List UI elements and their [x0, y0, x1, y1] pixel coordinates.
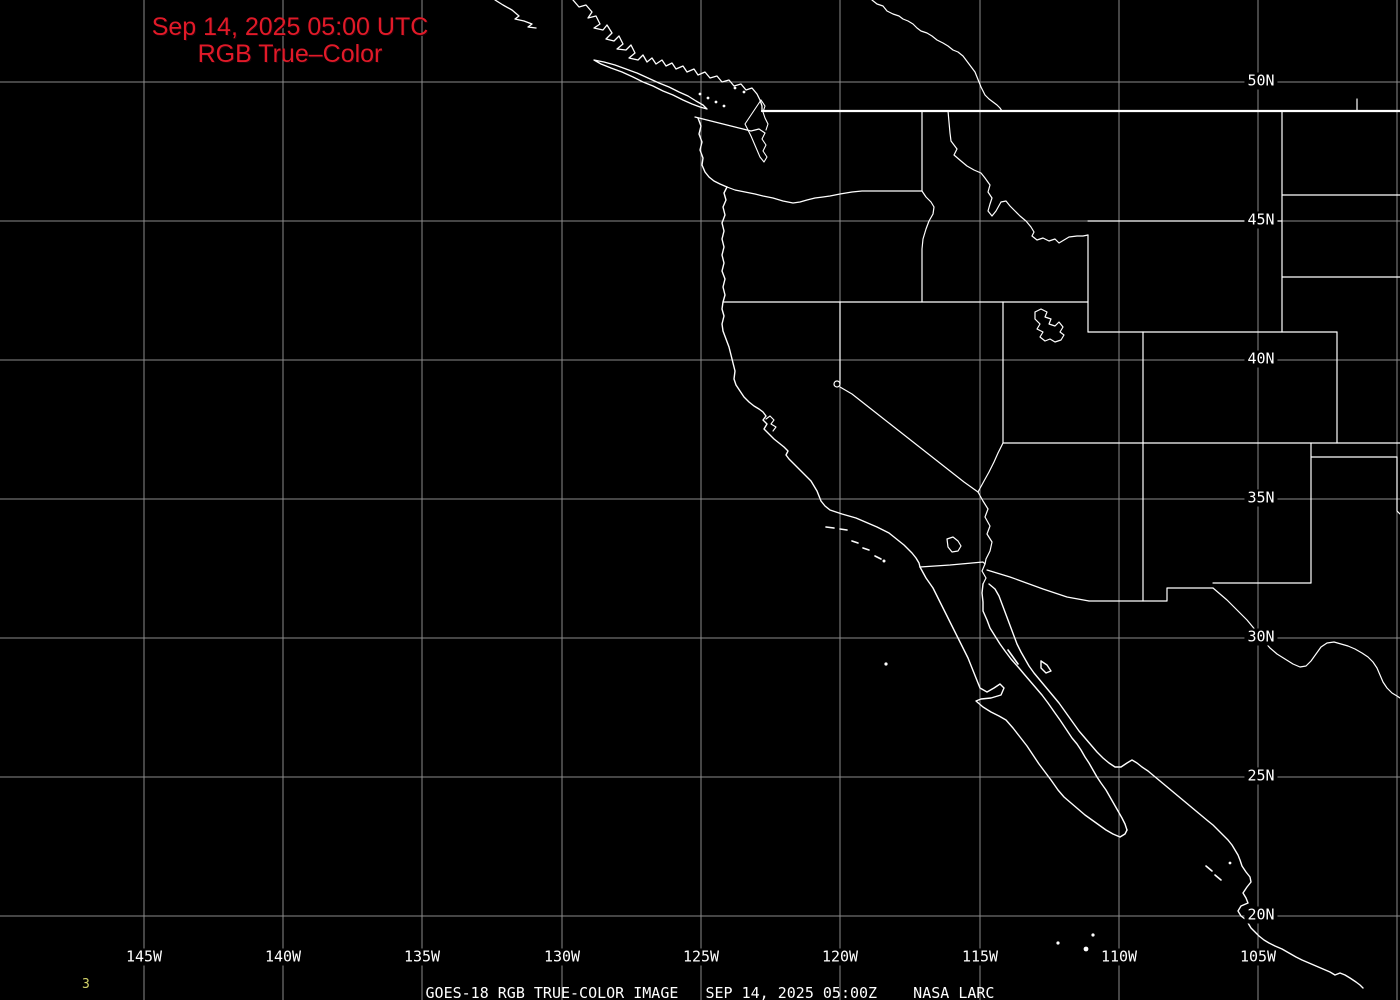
longitude-label: 120W: [818, 948, 862, 966]
latitude-label: 30N: [1244, 628, 1278, 646]
latitude-label: 20N: [1244, 906, 1278, 924]
baja-pacific-coast: [919, 566, 1128, 838]
wa-or-border-columbia: [726, 186, 923, 204]
lake-tahoe: [833, 380, 841, 388]
islas-marias-dot: [1228, 861, 1232, 865]
washington-coast: [697, 117, 728, 188]
revillagigedo-islands: [1091, 933, 1095, 937]
channel-island-3: [851, 540, 859, 544]
pacific-coast: [721, 186, 921, 568]
isla-tiburon: [1040, 660, 1052, 674]
latitude-label: 35N: [1244, 489, 1278, 507]
ca-az-colorado-river: [977, 491, 993, 565]
nm-chihuahua-border: [1088, 587, 1214, 602]
channel-island-1: [825, 526, 835, 529]
guadalupe-island: [884, 662, 888, 666]
id-mt-border: [947, 110, 1089, 244]
isla-angel-de-la-guarda: [1007, 649, 1019, 665]
islas-marias-1: [1205, 865, 1213, 872]
rio-grande-border: [1212, 587, 1400, 699]
salton-sea: [946, 536, 962, 553]
gulf-islands: [714, 100, 718, 104]
latitude-label: 50N: [1244, 72, 1278, 90]
latitude-label: 40N: [1244, 350, 1278, 368]
channel-island-4: [862, 547, 870, 551]
or-id-border: [921, 190, 935, 303]
longitude-label: 105W: [1236, 948, 1280, 966]
nv-az-colorado-river: [977, 442, 1004, 493]
channel-island-5: [874, 555, 882, 560]
channel-island-2: [839, 528, 848, 531]
vancouver-island-coast: [593, 59, 708, 110]
gulf-islands: [733, 86, 737, 90]
islas-marias-2: [1214, 874, 1222, 881]
socorro-island: [1083, 946, 1089, 952]
juan-de-fuca-coast: [694, 116, 766, 134]
gulf-islands: [698, 92, 702, 96]
image-timestamp-title: Sep 14, 2025 05:00 UTC RGB True–Color: [130, 14, 450, 68]
longitude-label: 130W: [540, 948, 584, 966]
channel-island-dot: [882, 559, 886, 563]
frame-number: 3: [82, 977, 90, 992]
sf-bay: [765, 415, 777, 432]
bottom-caption: GOES-18 RGB TRUE-COLOR IMAGE SEP 14, 202…: [425, 984, 995, 1000]
ca-nv-diagonal-border: [839, 386, 979, 493]
longitude-label: 115W: [958, 948, 1002, 966]
gulf-islands: [706, 96, 710, 100]
title-product-line: RGB True–Color: [197, 40, 383, 68]
great-salt-lake: [1034, 308, 1065, 343]
baja-gulf-coast: [981, 583, 1128, 831]
longitude-label: 140W: [261, 948, 305, 966]
latitude-label: 25N: [1244, 767, 1278, 785]
az-sonora-border: [986, 569, 1090, 602]
gulf-islands: [742, 90, 746, 94]
revillagigedo-islands: [1056, 941, 1060, 945]
longitude-label: 125W: [679, 948, 723, 966]
gulf-islands: [722, 104, 726, 108]
puget-sound: [744, 99, 769, 163]
bc-alberta-border: [871, 0, 1003, 112]
longitude-label: 135W: [400, 948, 444, 966]
tx-100w-border: [1396, 456, 1400, 515]
colorado-river-delta: [981, 563, 987, 585]
us-mexico-border-ca: [919, 561, 986, 568]
bc-fjord-coast: [572, 0, 763, 112]
sonora-mexico-coast: [988, 583, 1364, 989]
latitude-label: 45N: [1244, 211, 1278, 229]
haida-gwaii-coast: [494, 0, 537, 29]
longitude-label: 145W: [122, 948, 166, 966]
longitude-label: 110W: [1097, 948, 1141, 966]
title-date-line: Sep 14, 2025 05:00 UTC: [151, 13, 429, 41]
